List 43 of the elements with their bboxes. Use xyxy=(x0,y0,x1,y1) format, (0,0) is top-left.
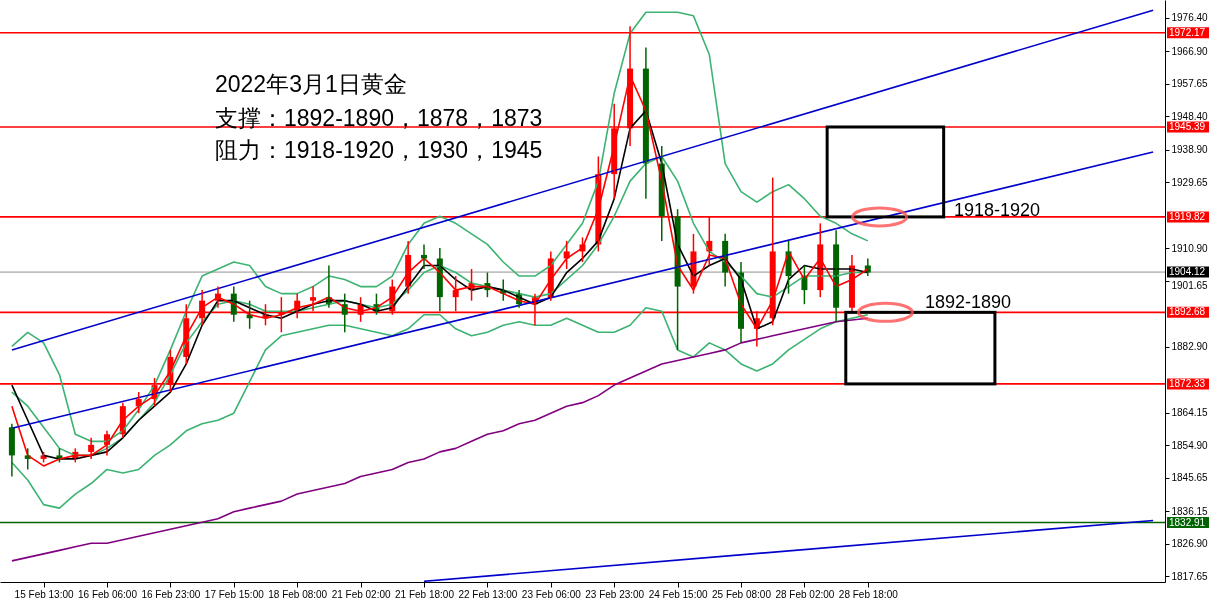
annotation: 1918-1920 xyxy=(953,200,1041,220)
x-tick-label: 28 Feb 02:00 xyxy=(775,588,835,600)
x-tick-label: 22 Feb 13:00 xyxy=(458,588,518,600)
y-tick-label: 1854.90 xyxy=(1171,439,1209,451)
x-tick-label: 25 Feb 08:00 xyxy=(712,588,772,600)
y-tick-label: 1938.90 xyxy=(1171,144,1209,156)
ref-line-label: 1832.91 xyxy=(1169,516,1206,528)
x-tick-label: 17 Feb 15:00 xyxy=(204,588,265,600)
y-tick-label: 1976.40 xyxy=(1171,12,1209,24)
x-tick-label: 23 Feb 06:00 xyxy=(521,588,582,600)
x-tick-label: 28 Feb 18:00 xyxy=(838,588,899,600)
ref-line-label: 1872.33 xyxy=(1169,377,1206,389)
y-tick-label: 1826.90 xyxy=(1171,538,1209,550)
x-tick-label: 18 Feb 08:00 xyxy=(268,588,328,600)
line-series xyxy=(11,306,869,509)
y-tick-label: 1910.90 xyxy=(1171,242,1209,254)
x-tick-label: 16 Feb 06:00 xyxy=(78,588,138,600)
line-series xyxy=(11,11,869,443)
annotation: 1892-1890 xyxy=(924,292,1012,312)
y-tick-label: 1845.65 xyxy=(1171,472,1209,484)
y-tick-label: 1864.15 xyxy=(1171,407,1209,419)
y-tick-label: 1966.90 xyxy=(1171,45,1209,57)
y-tick-label: 1929.65 xyxy=(1171,176,1209,188)
y-tick-label: 1817.65 xyxy=(1171,570,1209,582)
x-tick-label: 21 Feb 02:00 xyxy=(331,588,391,600)
ref-line-label: 1892.68 xyxy=(1169,306,1206,318)
y-tick-label: 1836.15 xyxy=(1171,505,1209,517)
y-tick-label: 1882.90 xyxy=(1171,341,1209,353)
x-tick-label: 15 Feb 13:00 xyxy=(14,588,74,600)
annotation: 支撑：1892-1890，1878，1873 xyxy=(215,105,543,131)
text: 2022年3月1日黄金 xyxy=(215,71,407,97)
annotation: 阻力：1918-1920，1930，1945 xyxy=(215,137,543,163)
ref-line-label: 1945.39 xyxy=(1169,120,1206,132)
x-tick-label: 16 Feb 23:00 xyxy=(141,588,201,600)
y-tick-label: 1901.65 xyxy=(1171,280,1209,292)
x-tick-label: 21 Feb 18:00 xyxy=(395,588,455,600)
ref-line-label: 1904.12 xyxy=(1169,266,1206,278)
y-tick-label: 1957.65 xyxy=(1171,78,1209,90)
x-tick-label: 23 Feb 23:00 xyxy=(585,588,645,600)
y-tick-label: 1948.40 xyxy=(1171,110,1209,122)
ref-line-label: 1972.17 xyxy=(1169,26,1206,38)
ref-line-label: 1919.82 xyxy=(1169,210,1206,222)
x-tick-label: 24 Feb 15:00 xyxy=(648,588,709,600)
